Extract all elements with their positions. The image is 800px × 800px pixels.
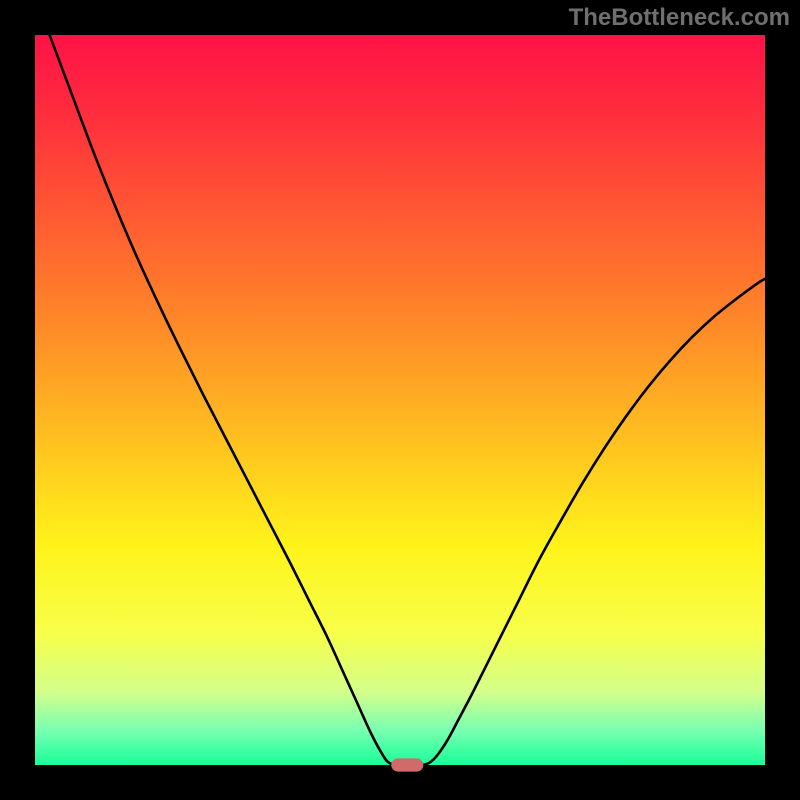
plot-area <box>35 35 765 765</box>
bottleneck-chart-svg <box>0 0 800 800</box>
optimal-point-marker <box>391 758 423 771</box>
chart-stage: TheBottleneck.com <box>0 0 800 800</box>
